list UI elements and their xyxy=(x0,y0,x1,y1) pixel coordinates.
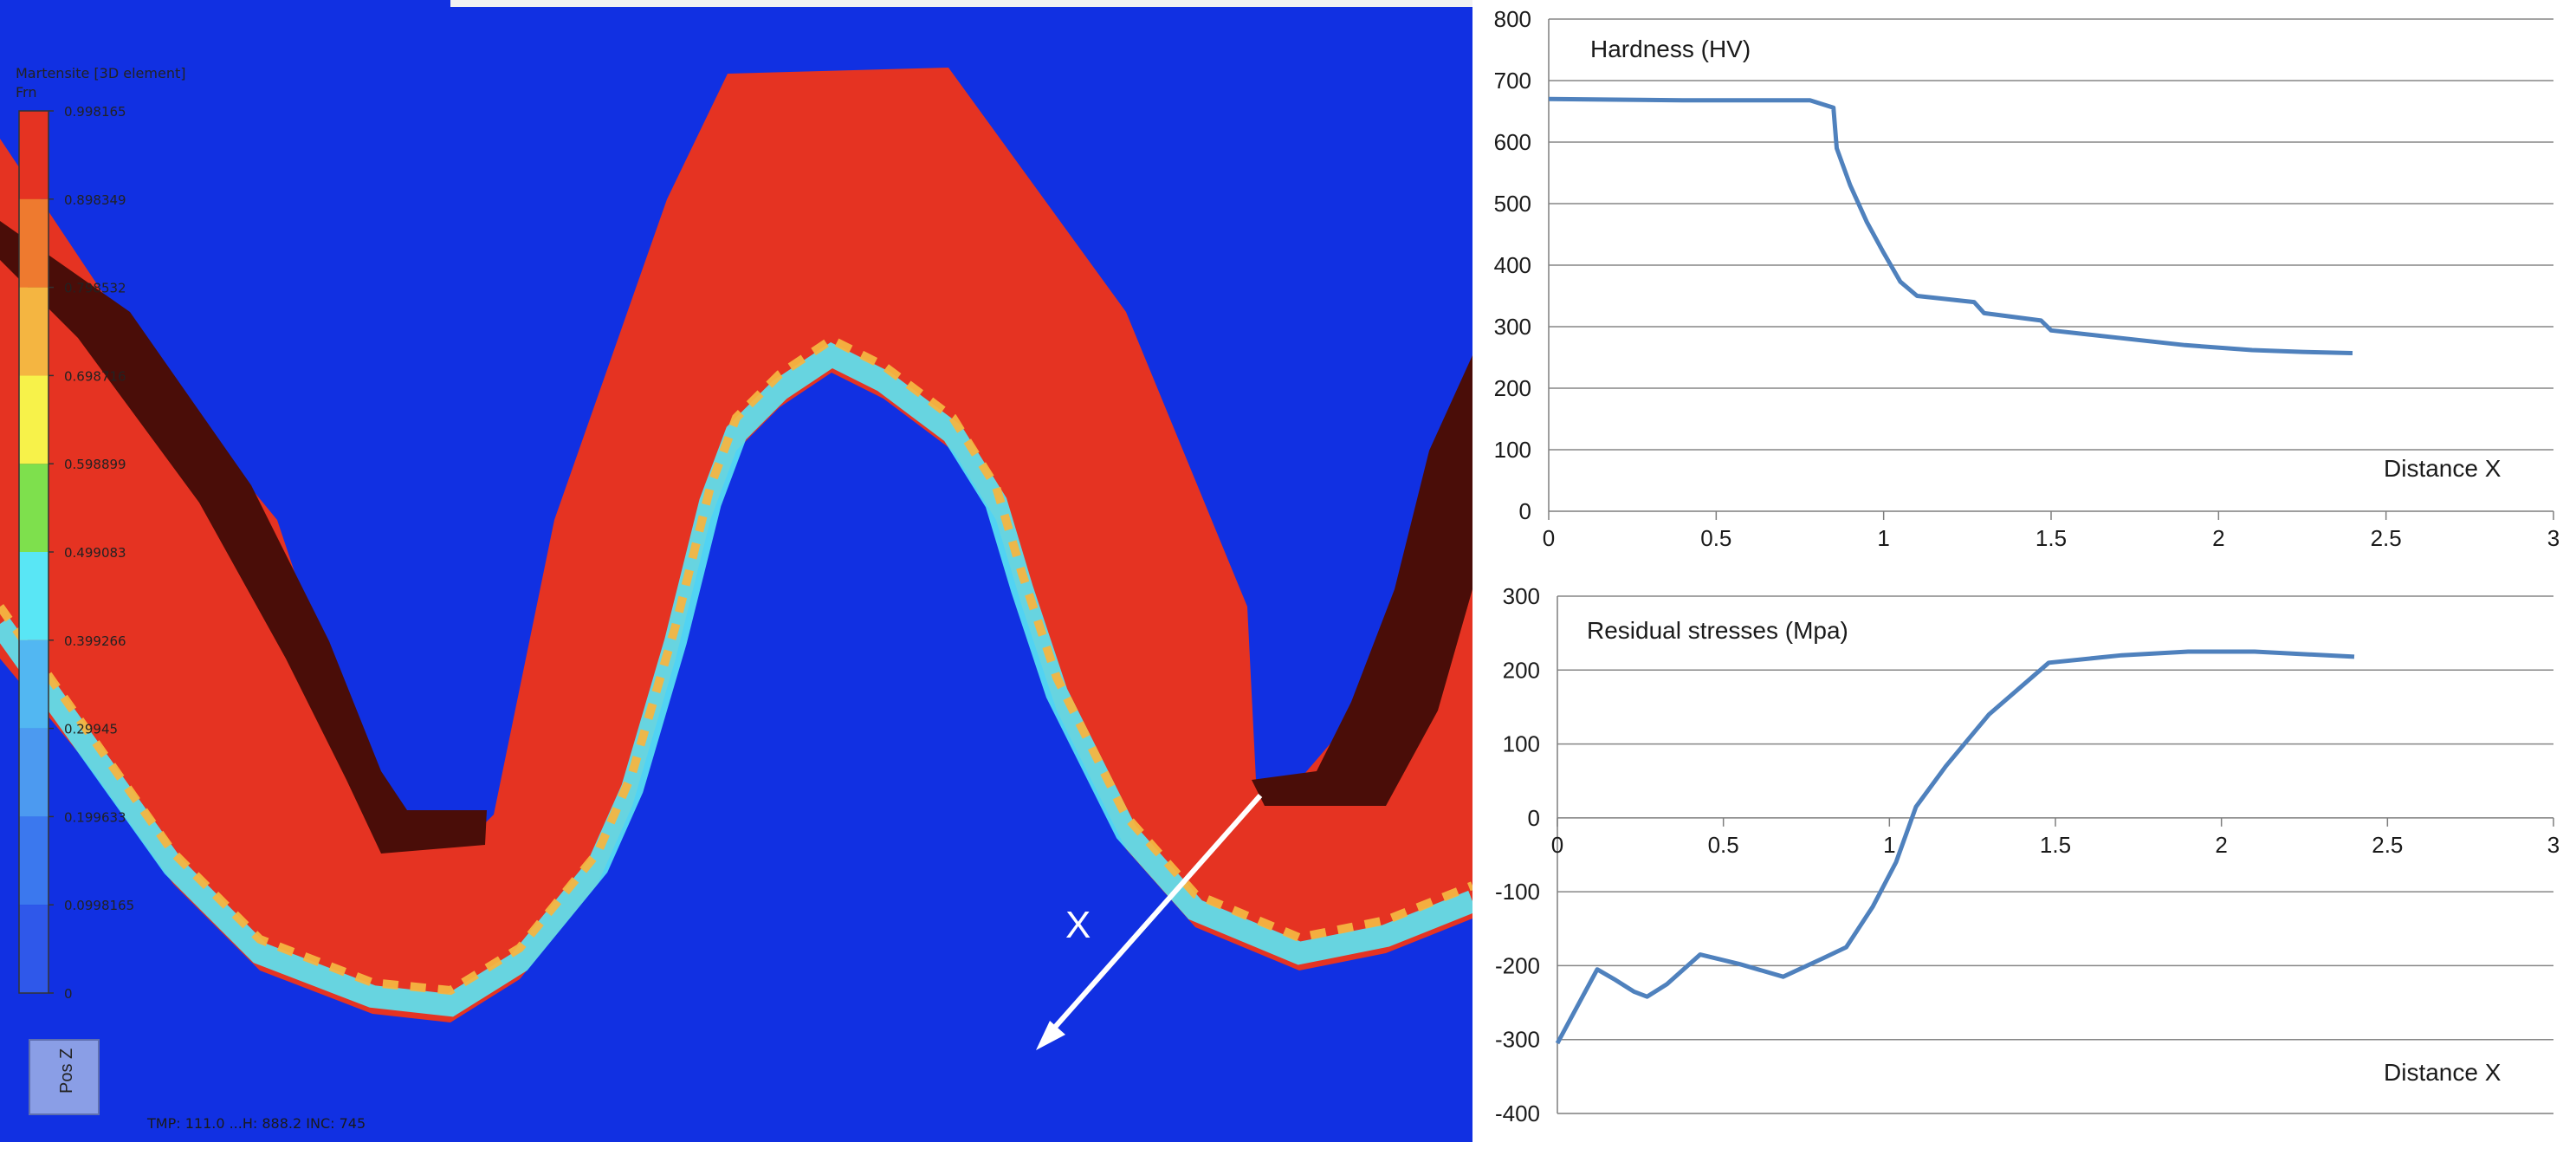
y-tick-label: -100 xyxy=(1495,879,1540,905)
x-tick-label: 0 xyxy=(1543,525,1555,551)
legend-value: 0.598899 xyxy=(64,457,126,472)
legend-subtitle: Frn xyxy=(16,84,36,101)
x-tick-label: 1.5 xyxy=(2040,832,2071,858)
stress-gridlines xyxy=(1557,595,2553,1114)
y-tick-label: 400 xyxy=(1494,252,1531,278)
legend-swatch xyxy=(19,287,49,376)
y-tick-label: 300 xyxy=(1494,314,1531,340)
coating-right xyxy=(1252,355,1472,806)
footer-status: TMP: 111.0 ...H: 888.2 INC: 745 xyxy=(146,1115,366,1132)
y-tick-label: 0 xyxy=(1519,498,1531,524)
stress-x-axis-label: Distance X xyxy=(2384,1059,2502,1086)
stress-y-ticks: -400 -300 -200 -100 0 100 200 300 xyxy=(1495,583,1540,1126)
y-tick-label: 500 xyxy=(1494,191,1531,217)
direction-arrowhead xyxy=(1036,1021,1065,1050)
y-tick-label: 100 xyxy=(1503,731,1540,757)
legend-swatch xyxy=(19,905,49,993)
legend-value: 0.29945 xyxy=(64,722,118,737)
hardness-chart-title: Hardness (HV) xyxy=(1590,36,1751,62)
legend-value: 0.399266 xyxy=(64,633,126,649)
x-tick-label: 0.5 xyxy=(1700,525,1731,551)
y-tick-label: 0 xyxy=(1528,805,1540,831)
y-tick-label: 600 xyxy=(1494,129,1531,155)
y-tick-label: -300 xyxy=(1495,1027,1540,1053)
hardness-x-ticks: 0 0.5 1 1.5 2 2.5 3 xyxy=(1543,511,2560,551)
legend-value: 0.998165 xyxy=(64,104,126,120)
stress-series-line xyxy=(1555,649,2355,1045)
x-tick-label: 1 xyxy=(1883,832,1895,858)
legend-value: 0.898349 xyxy=(64,192,126,208)
transition-band-outer xyxy=(0,334,1472,996)
x-tick-label: 3 xyxy=(2547,832,2560,858)
legend-swatch xyxy=(19,728,49,817)
legend-swatch xyxy=(19,111,49,199)
y-tick-label: 700 xyxy=(1494,68,1531,94)
coating-left xyxy=(0,221,487,854)
color-legend: Martensite [3D element] Frn 0.998165 0.89… xyxy=(16,65,185,1002)
orientation-cube xyxy=(29,1039,100,1115)
martensite-contour-plot: X Martensite [3D element] Frn 0.998165 0.… xyxy=(0,0,1472,1142)
hardness-series-line xyxy=(1548,96,2353,355)
residual-stress-chart: -400 -300 -200 -100 0 100 200 300 0 0.5 1 1.5 2 2.5 3… xyxy=(1495,583,2560,1126)
y-tick-label: 200 xyxy=(1503,657,1540,683)
legend-value: 0.499083 xyxy=(64,545,126,561)
y-tick-label: 200 xyxy=(1494,375,1531,401)
x-tick-label: 2.5 xyxy=(2372,832,2403,858)
legend-swatch xyxy=(19,198,49,288)
legend-value: 0.798532 xyxy=(64,281,126,296)
legend-swatch xyxy=(19,552,49,640)
y-tick-label: -400 xyxy=(1495,1100,1540,1126)
y-tick-label: 800 xyxy=(1494,6,1531,32)
x-tick-label: 0.5 xyxy=(1708,832,1739,858)
stress-chart-title: Residual stresses (Mpa) xyxy=(1587,617,1848,644)
legend-value: 0 xyxy=(64,986,73,1002)
legend-value: 0.0998165 xyxy=(64,898,134,913)
x-tick-label: 3 xyxy=(2547,525,2560,551)
direction-arrow xyxy=(1041,794,1263,1042)
hardness-y-ticks: 0 100 200 300 400 500 600 700 800 xyxy=(1494,6,1531,524)
x-tick-label: 1 xyxy=(1877,525,1889,551)
legend-swatch xyxy=(19,464,49,552)
x-tick-label: 2 xyxy=(2212,525,2224,551)
y-tick-label: 100 xyxy=(1494,437,1531,463)
x-tick-label: 2 xyxy=(2215,832,2227,858)
hardness-x-axis-label: Distance X xyxy=(2384,455,2502,482)
frame-strip xyxy=(450,0,1472,7)
legend-swatch xyxy=(19,375,49,464)
legend-value: 0.698716 xyxy=(64,368,126,384)
x-tick-label: 1.5 xyxy=(2036,525,2067,551)
legend-swatch xyxy=(19,816,49,906)
legend-title: Martensite [3D element] xyxy=(16,65,185,81)
x-tick-label: 0 xyxy=(1551,832,1563,858)
stress-x-ticks: 0 0.5 1 1.5 2 2.5 3 xyxy=(1551,817,2560,858)
orientation-label: Pos Z xyxy=(57,1048,76,1094)
direction-label: X xyxy=(1065,904,1091,946)
legend-value: 0.199633 xyxy=(64,809,126,825)
x-tick-label: 2.5 xyxy=(2371,525,2402,551)
y-tick-label: 300 xyxy=(1503,583,1540,609)
y-tick-label: -200 xyxy=(1495,952,1540,978)
hardness-gridlines xyxy=(1548,18,2553,512)
transition-band xyxy=(0,341,1472,1017)
legend-swatch xyxy=(19,639,49,729)
